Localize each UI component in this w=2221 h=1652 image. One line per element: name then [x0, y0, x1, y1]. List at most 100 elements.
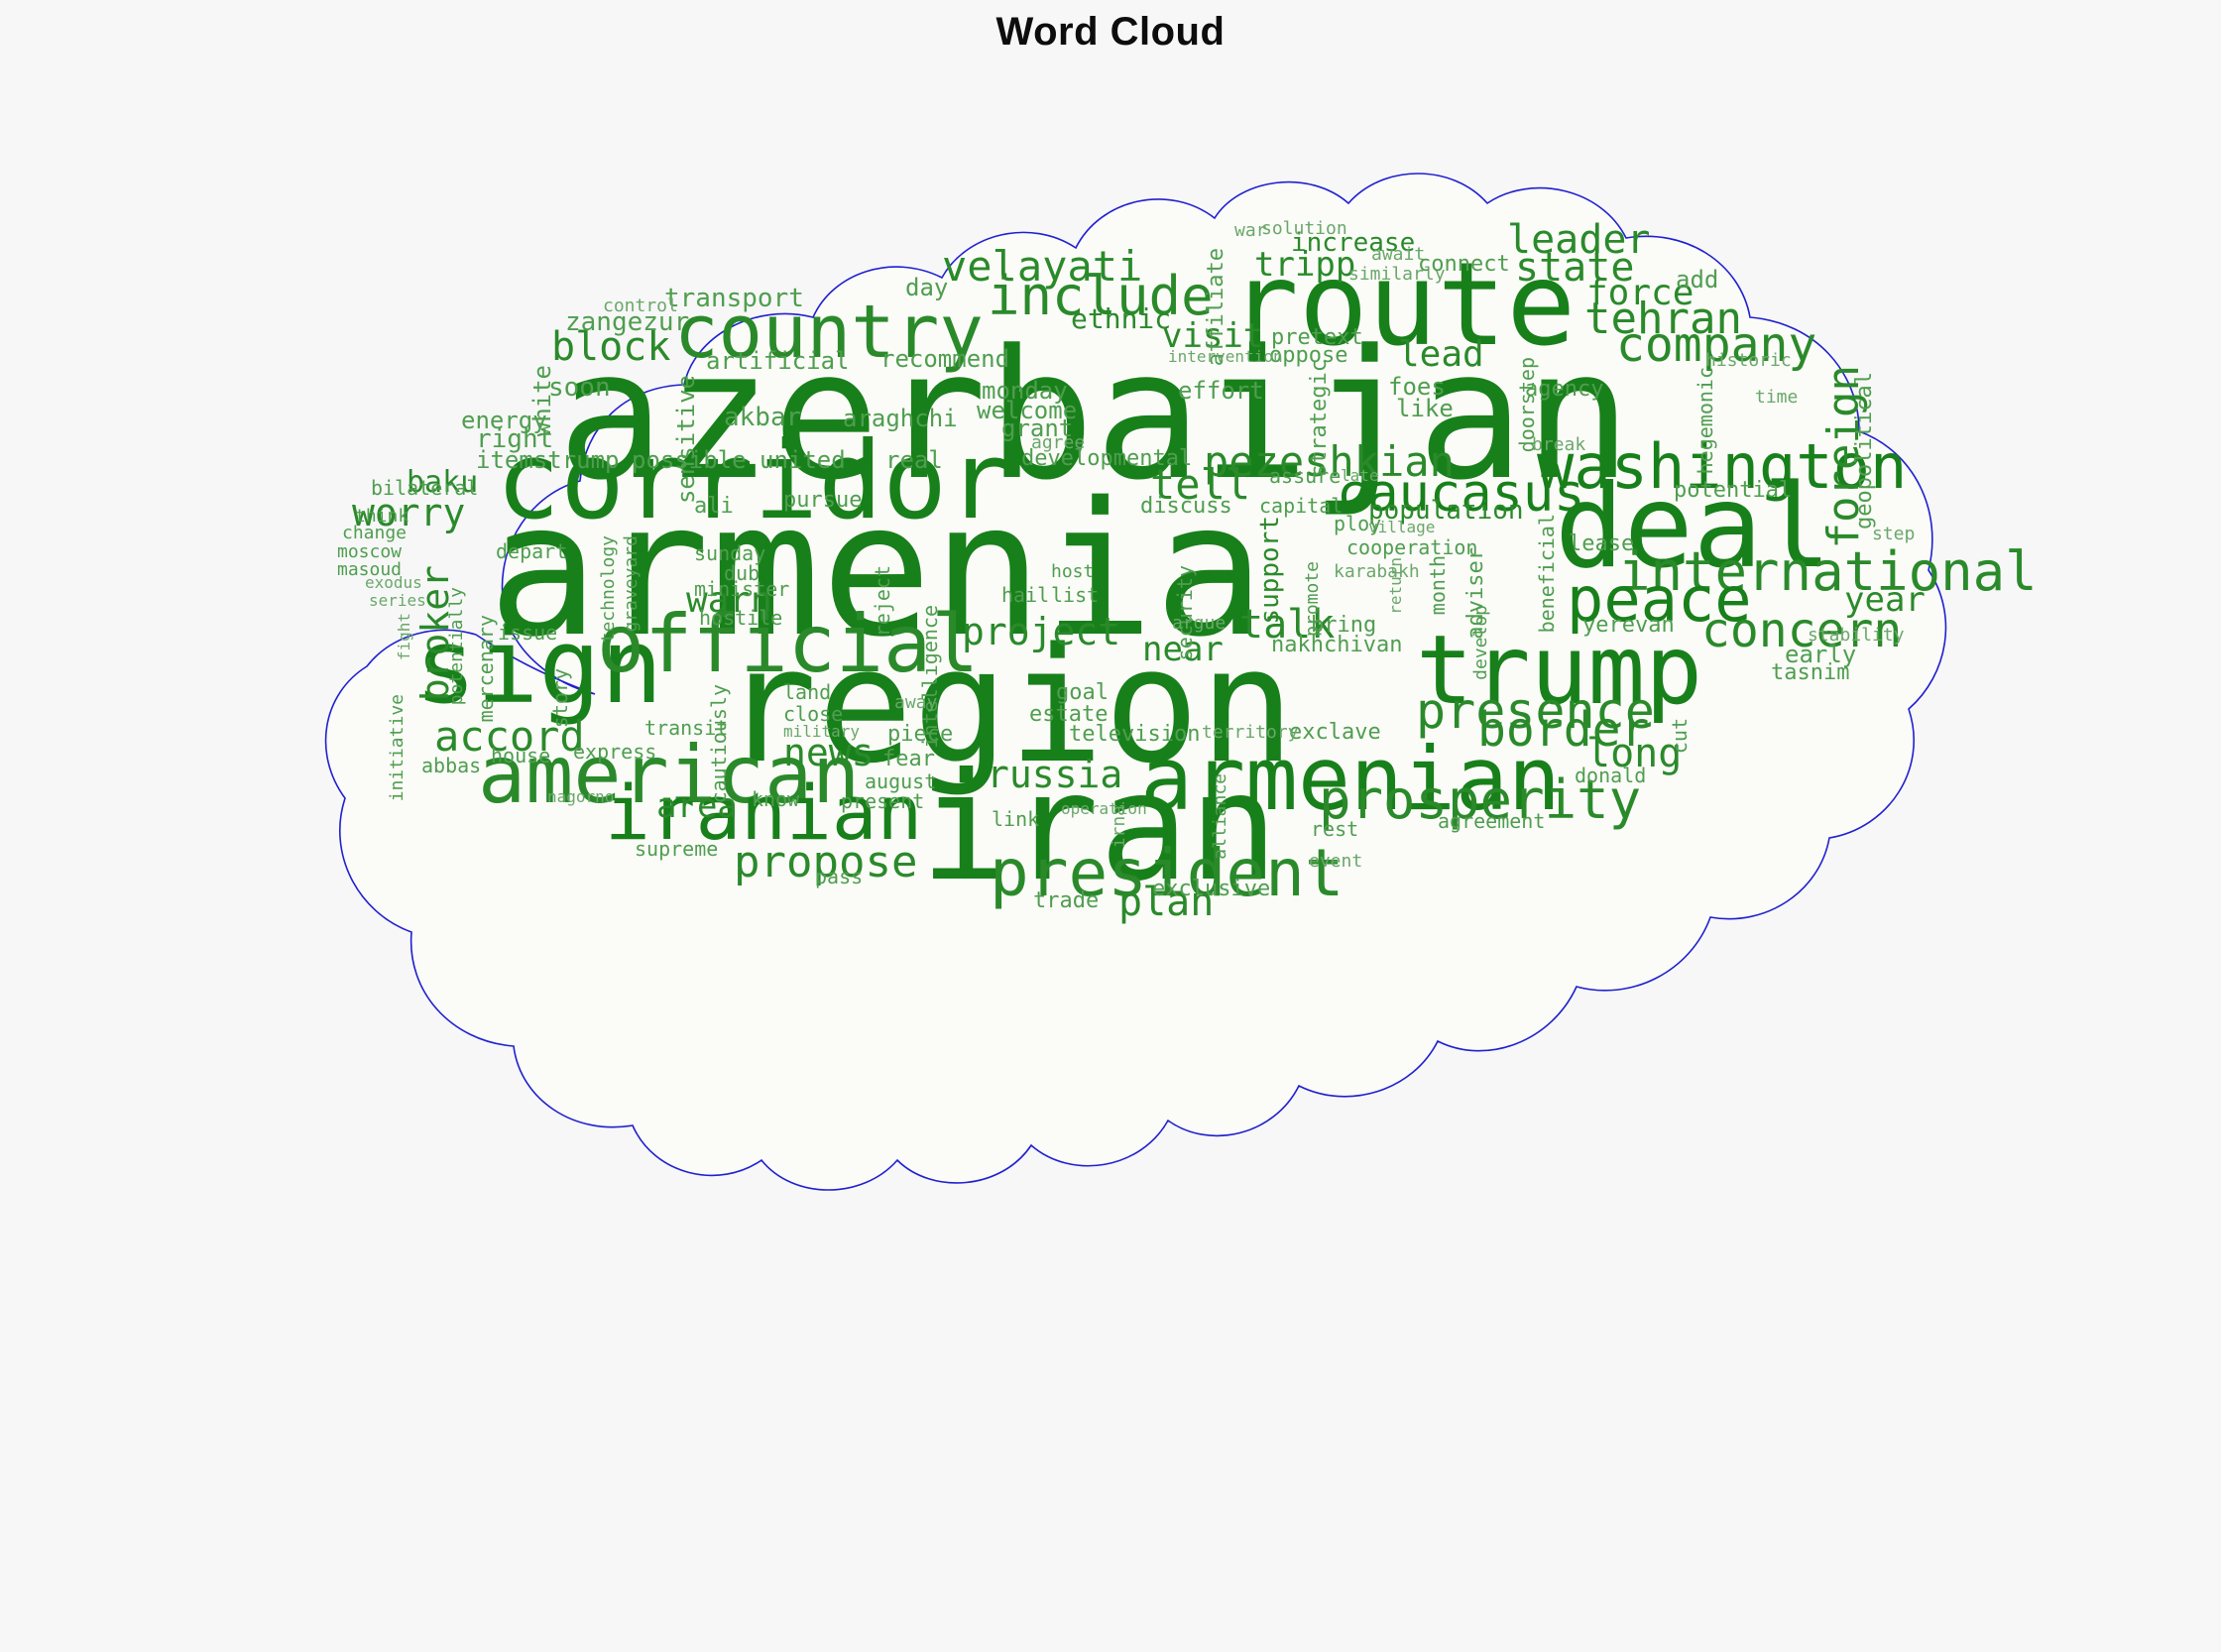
word-lead: lead: [1398, 334, 1484, 375]
word-sign: sign: [414, 606, 663, 727]
word-talk: talk: [1239, 602, 1336, 648]
word-tehran: tehran: [1584, 294, 1742, 344]
word-russia: russia: [987, 753, 1123, 796]
word-potential: potential: [1674, 478, 1793, 503]
word-support: support: [1255, 516, 1285, 625]
word-late: late: [1341, 466, 1379, 485]
word-transport: transport: [664, 284, 804, 313]
word-hegemonic: hegemonic: [1694, 367, 1717, 475]
word-state: state: [1515, 245, 1635, 291]
word-soon: soon: [548, 373, 611, 403]
word-estate: estate: [1029, 702, 1109, 727]
word-rest: rest: [1311, 817, 1359, 841]
word-oppose: oppose: [1269, 343, 1348, 368]
word-iranian: iranian: [605, 768, 923, 857]
word-monday: monday: [982, 377, 1068, 405]
word-deal: deal: [1555, 460, 1832, 594]
word-link: link: [992, 807, 1040, 831]
word-iran: iran: [920, 742, 1279, 914]
word-foes: foes: [1388, 373, 1446, 401]
word-akbar: akbar: [724, 403, 802, 432]
word-house: house: [491, 744, 551, 767]
word-dub: dub: [724, 561, 760, 585]
word-alliance: alliance: [1210, 773, 1230, 860]
word-presence: presence: [1416, 682, 1655, 740]
word-day: day: [905, 274, 949, 301]
word-close: close: [783, 702, 844, 726]
word-armenian: armenian: [1140, 728, 1561, 830]
word-discuss: discuss: [1140, 494, 1232, 519]
word-pretext: pretext: [1271, 325, 1363, 350]
word-territory: territory: [1202, 722, 1299, 743]
word-like: like: [1396, 395, 1454, 422]
word-yerevan: yerevan: [1582, 613, 1675, 638]
word-trump: trump: [1416, 615, 1702, 726]
word-ali: ali: [694, 494, 734, 519]
word-similarly: similarly: [1348, 264, 1446, 285]
word-effort: effort: [1178, 377, 1264, 405]
word-ethnic: ethnic: [1071, 302, 1172, 335]
word-sensitive: sensitive: [672, 375, 700, 505]
word-host: host: [1051, 561, 1095, 582]
word-think: think: [355, 506, 409, 527]
word-beneficial: beneficial: [1535, 514, 1559, 634]
word-tasnim: tasnim: [1771, 660, 1850, 685]
word-official: official: [597, 598, 980, 690]
word-return: return: [1386, 557, 1405, 615]
word-exclusive: exclusive: [1152, 877, 1271, 901]
word-masoud: masoud: [337, 559, 403, 580]
word-express: express: [573, 740, 657, 764]
word-fear: fear: [882, 747, 935, 771]
word-prosperity: prosperity: [1319, 768, 1642, 831]
word-welcome: welcome: [977, 397, 1078, 424]
word-leader: leader: [1507, 217, 1651, 263]
word-lease: lease: [1569, 531, 1635, 556]
word-energy: energy: [461, 407, 547, 434]
word-long: long: [1586, 731, 1683, 776]
word-minister: minister: [694, 577, 790, 601]
word-trade: trade: [1033, 888, 1100, 913]
word-away: away: [894, 692, 938, 713]
word-control: control: [603, 295, 678, 316]
word-nagorno: nagorno: [547, 787, 615, 806]
word-international: international: [1618, 540, 2038, 603]
word-company: company: [1616, 317, 1817, 373]
word-washington: washington: [1537, 430, 1908, 503]
word-abbas: abbas: [421, 754, 482, 777]
word-await: await: [1371, 244, 1426, 265]
word-include: include: [988, 265, 1214, 327]
word-strategic: strategic: [1307, 359, 1332, 478]
word-tell: tell: [1150, 460, 1251, 509]
word-cooperation: cooperation: [1346, 535, 1478, 559]
word-graveyard: graveyard: [621, 535, 642, 633]
word-year: year: [1844, 580, 1926, 620]
word-news: news: [783, 731, 875, 774]
word-bring: bring: [1311, 613, 1377, 638]
word-population: population: [1368, 496, 1524, 526]
word-step: step: [1872, 524, 1916, 544]
word-assure: assure: [1269, 464, 1342, 488]
word-fight: fight: [395, 613, 413, 661]
word-intervention: intervention: [1168, 347, 1283, 366]
word-initiative: initiative: [387, 694, 408, 802]
word-issue: issue: [498, 621, 558, 645]
word-connect: connect: [1418, 252, 1510, 277]
word-village: village: [1368, 518, 1436, 536]
word-present: present: [841, 789, 925, 813]
word-force: force: [1586, 273, 1695, 313]
word-donald: donald: [1575, 764, 1647, 787]
word-propose: propose: [734, 837, 918, 887]
word-velayati: velayati: [942, 242, 1143, 291]
word-baku: baku: [407, 465, 479, 500]
word-time: time: [1755, 387, 1799, 408]
word-story: story: [548, 668, 572, 729]
word-land: land: [783, 680, 832, 704]
word-region: region: [722, 613, 1295, 798]
word-develop: develop: [1470, 605, 1491, 680]
word-corridor: corridor: [496, 419, 1012, 543]
word-add: add: [1676, 266, 1719, 294]
word-worry: worry: [352, 491, 466, 534]
word-real: real: [885, 446, 943, 474]
word-august: august: [865, 769, 937, 793]
